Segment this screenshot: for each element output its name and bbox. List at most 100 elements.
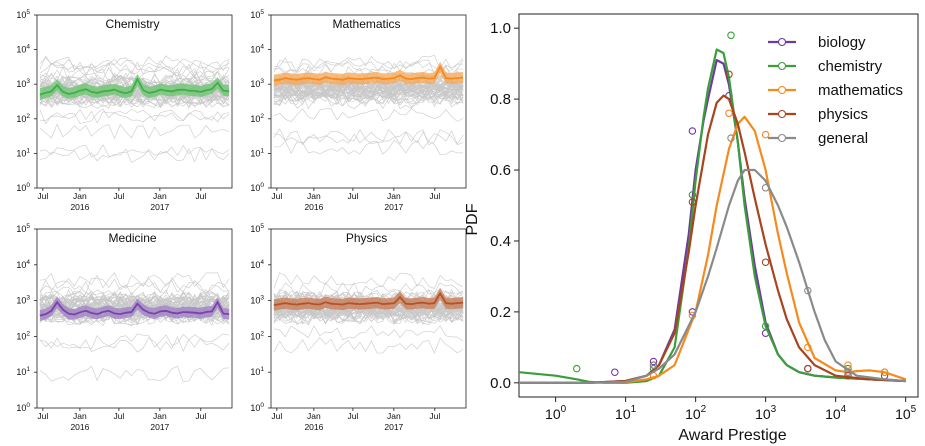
y-tick-label: 102	[16, 113, 30, 124]
data-point	[649, 357, 658, 366]
background-trace	[39, 56, 230, 72]
background-trace	[39, 123, 230, 140]
legend-label: physics	[818, 106, 868, 123]
median-line	[273, 291, 464, 306]
y-tick-label: 104	[16, 44, 30, 55]
legend-marker	[777, 61, 787, 71]
x-tick-year-label: 2017	[384, 202, 403, 212]
y-tick-label: 103	[16, 295, 30, 306]
background-trace	[39, 87, 230, 105]
data-point	[725, 70, 733, 79]
legend-label: general	[818, 130, 868, 147]
background-trace	[273, 84, 464, 102]
legend-label: chemistry	[818, 58, 883, 75]
x-tick-year-label: 2016	[70, 422, 89, 432]
background-trace	[39, 108, 230, 125]
legend-label: biology	[818, 34, 866, 51]
background-trace	[39, 333, 230, 350]
panel-title: Chemistry	[106, 17, 160, 31]
x-tick-label: Jul	[195, 411, 206, 421]
y-tick-label: 105	[250, 9, 264, 20]
y-tick-label: 102	[16, 330, 30, 341]
data-point	[844, 371, 852, 380]
x-tick-label: Jul	[113, 191, 124, 201]
y-tick-label: 101	[16, 147, 30, 158]
background-trace	[273, 325, 464, 342]
x-tick-year-label: 2016	[304, 422, 323, 432]
background-trace	[273, 128, 464, 145]
background-trace	[39, 290, 230, 307]
data-point	[761, 258, 770, 266]
x-tick-label: 104	[825, 404, 847, 422]
background-trace	[273, 282, 464, 299]
y-tick-label: 104	[250, 44, 264, 55]
x-tick-label: Jan	[73, 191, 87, 201]
confidence-band	[273, 287, 464, 311]
x-axis-label: Award Prestige	[678, 427, 786, 444]
x-tick-label: Jan	[153, 191, 167, 201]
background-trace	[273, 336, 464, 354]
background-trace	[273, 108, 464, 123]
legend-marker	[777, 37, 787, 47]
series-line	[518, 48, 906, 384]
data-point	[688, 191, 697, 199]
median-line	[39, 77, 230, 96]
background-trace	[273, 82, 464, 97]
y-tick-label: 105	[250, 223, 264, 234]
y-axis-label: PDF	[464, 203, 481, 235]
x-tick-label: Jul	[195, 191, 206, 201]
x-tick-label: Jul	[37, 191, 48, 201]
y-tick-label: 103	[250, 78, 264, 89]
y-tick-label: 104	[250, 259, 264, 270]
x-tick-year-label: 2016	[304, 202, 323, 212]
background-trace	[273, 307, 464, 325]
x-tick-label: 100	[545, 404, 567, 422]
background-trace	[273, 59, 464, 75]
data-point	[880, 368, 889, 376]
x-tick-label: Jan	[387, 191, 401, 201]
series-general	[519, 134, 906, 384]
x-tick-label: Jul	[347, 191, 358, 201]
x-tick-year-label: 2017	[150, 202, 169, 212]
y-tick-label: 100	[250, 182, 264, 193]
x-tick-label: Jul	[113, 411, 124, 421]
background-trace	[39, 365, 230, 383]
data-point	[688, 198, 697, 206]
panel-title: Medicine	[109, 231, 157, 245]
background-trace	[39, 147, 230, 163]
panel-frame	[270, 14, 467, 189]
y-tick-label: 0.2	[490, 304, 511, 321]
background-trace	[39, 74, 230, 89]
panel-title: Mathematics	[333, 17, 401, 31]
series-line	[519, 115, 907, 384]
background-traces	[273, 272, 464, 354]
data-point	[611, 368, 619, 376]
legend-marker	[777, 109, 787, 119]
x-tick-label: 103	[755, 404, 777, 422]
x-tick-label: Jul	[271, 411, 282, 421]
background-trace	[39, 67, 230, 84]
background-trace	[273, 89, 464, 105]
legend-marker	[777, 133, 787, 143]
background-trace	[273, 54, 464, 72]
data-point	[649, 361, 658, 369]
data-point	[844, 368, 852, 376]
background-trace	[39, 61, 230, 78]
confidence-band	[273, 61, 464, 86]
panel-frame	[270, 228, 467, 409]
x-tick-label: Jan	[153, 411, 167, 421]
background-trace	[273, 128, 464, 146]
background-traces	[273, 54, 464, 155]
background-trace	[273, 139, 464, 155]
background-trace	[39, 272, 230, 289]
y-tick-label: 0.8	[490, 91, 511, 108]
background-trace	[273, 272, 464, 289]
y-tick-label: 102	[250, 330, 264, 341]
data-point	[727, 31, 735, 40]
data-point	[572, 364, 581, 373]
data-point	[688, 127, 697, 135]
data-point	[804, 286, 812, 295]
y-tick-label: 0.4	[490, 233, 511, 250]
